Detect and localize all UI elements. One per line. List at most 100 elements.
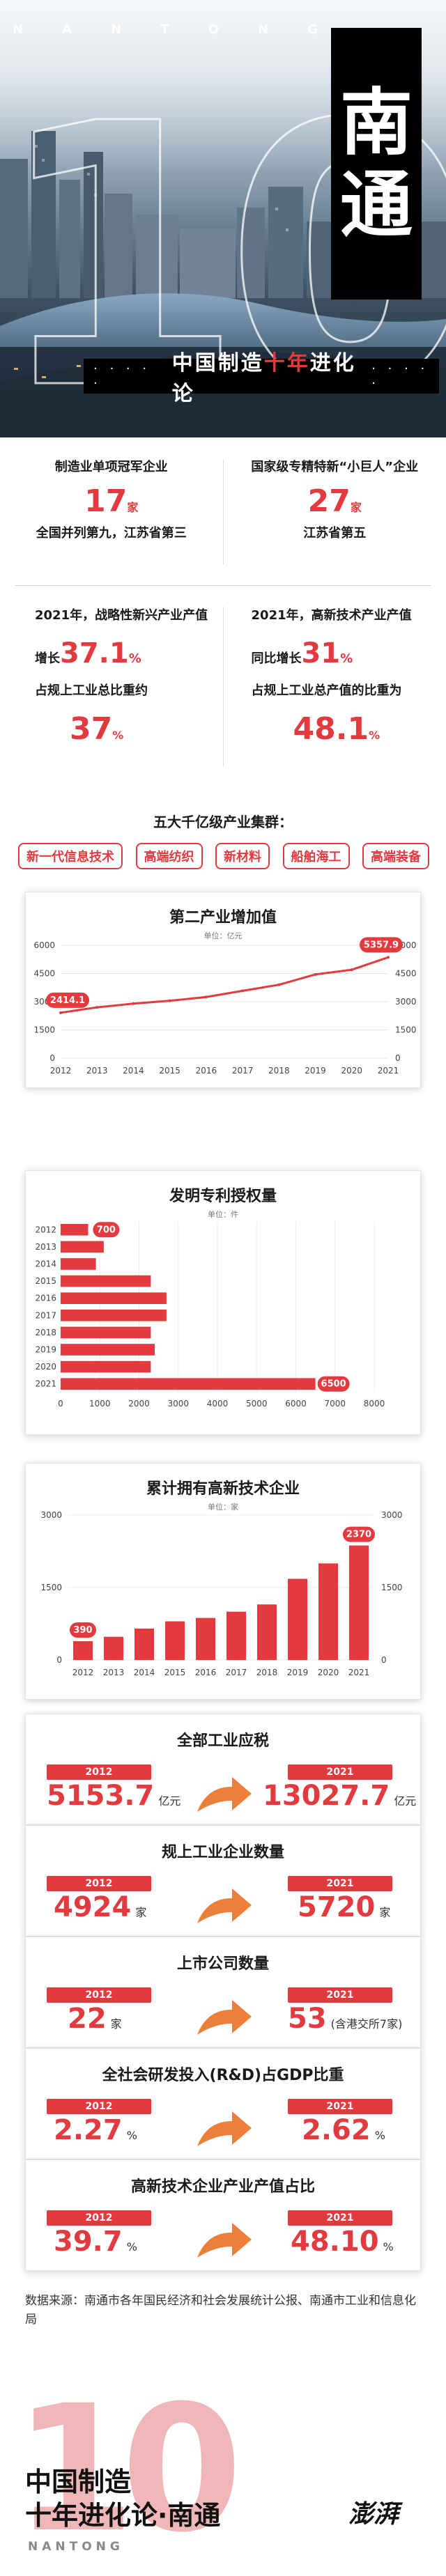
x-tick-label: 7000 xyxy=(324,1399,346,1409)
pinyin-letter: T xyxy=(160,22,171,37)
data-point xyxy=(95,1006,99,1009)
compare-title: 规上工业企业数量 xyxy=(161,1844,284,1861)
x-tick-label: 5000 xyxy=(246,1399,268,1409)
stat-text: 同比增长 xyxy=(251,651,302,666)
compare-title: 上市公司数量 xyxy=(176,1955,269,1973)
bar xyxy=(226,1611,246,1660)
y-tick-label: 2021 xyxy=(35,1379,56,1389)
x-tick-label: 2020 xyxy=(318,1668,339,1677)
data-point xyxy=(204,995,208,999)
growth-arrow-icon xyxy=(197,1888,252,1923)
y-tick-label: 2018 xyxy=(35,1328,56,1337)
bar xyxy=(134,1628,154,1660)
x-tick-label: 2012 xyxy=(72,1668,94,1677)
thepaper-logo: 澎湃 xyxy=(348,2499,399,2529)
value-unit: % xyxy=(374,2129,385,2142)
stat-text: 占规上工业总产值的比重为 xyxy=(251,683,402,698)
compare-title: 高新技术企业产业产值占比 xyxy=(130,2178,315,2196)
x-tick-label: 2016 xyxy=(195,1668,217,1677)
bar xyxy=(61,1344,155,1356)
y-tick-label: 2017 xyxy=(35,1310,56,1320)
chart-title: 发明专利授权量 xyxy=(169,1188,277,1205)
footer-title-line2: 十年进化论·南通 xyxy=(25,2500,221,2531)
value-before: 5153.7 亿元 xyxy=(47,1780,180,1812)
footer-pinyin: NANTONG xyxy=(28,2540,124,2554)
year-badge: 2012 xyxy=(47,2099,151,2114)
x-tick-label: 2015 xyxy=(164,1668,186,1677)
year-badge: 2012 xyxy=(47,2210,151,2226)
compare-title: 全社会研发投入(R&D)占GDP比重 xyxy=(102,2067,344,2084)
chart-unit: 单位：亿元 xyxy=(203,931,243,940)
x-tick-label: 2018 xyxy=(268,1066,290,1076)
hero-banner: 10 N A N T O N G 南 通 · · · · · 中国制造十年进化论… xyxy=(0,0,446,437)
data-point xyxy=(314,972,317,976)
stat-growth-line: 同比增长31% xyxy=(252,637,446,669)
y-tick-label: 2019 xyxy=(35,1345,56,1355)
data-label: 2414.1 xyxy=(50,995,85,1006)
data-label-badge xyxy=(343,1526,375,1542)
stat-unit: % xyxy=(340,651,353,666)
data-point xyxy=(132,1002,135,1005)
stats-row-1: 制造业单项冠军企业 17家 全国并列第九，江苏省第三 国家级专精特新“小巨人”企… xyxy=(0,437,446,585)
data-label-badge xyxy=(317,1376,350,1392)
data-label: 390 xyxy=(73,1625,92,1636)
pinyin-letter: O xyxy=(208,22,220,37)
y-tick-label-right: 4500 xyxy=(395,969,417,979)
y-tick-label-right: 0 xyxy=(395,1053,401,1063)
value-after: 2.62% xyxy=(302,2114,385,2146)
chart-unit: 单位：件 xyxy=(208,1210,238,1219)
chart-unit: 单位：家 xyxy=(208,1503,238,1512)
value-unit: 家 xyxy=(110,2017,122,2031)
footer-title-line1: 中国制造 xyxy=(25,2467,132,2497)
growth-arrow-icon xyxy=(197,2000,252,2035)
x-tick-label: 2015 xyxy=(159,1066,180,1076)
y-tick-label: 1500 xyxy=(33,1025,55,1035)
year-badge: 2021 xyxy=(288,2099,392,2114)
value-number: 4924 xyxy=(54,1891,132,1923)
y-tick-label: 2014 xyxy=(35,1259,56,1269)
divider xyxy=(222,607,224,767)
data-point xyxy=(350,968,353,972)
bar xyxy=(165,1621,185,1660)
chart-title: 第二产业增加值 xyxy=(169,909,277,926)
x-tick-label: 2012 xyxy=(50,1066,72,1076)
x-tick-label: 2017 xyxy=(226,1668,247,1677)
stat-heading: 2021年，高新技术产业产值 xyxy=(251,608,412,623)
stat-unit: 家 xyxy=(350,501,362,514)
growth-arrow-icon xyxy=(197,2223,252,2258)
clusters-title: 五大千亿级产业集群： xyxy=(153,814,293,830)
data-label-badge xyxy=(93,1222,120,1238)
x-tick-label: 2000 xyxy=(128,1399,150,1409)
x-tick-label: 0 xyxy=(58,1399,63,1409)
x-tick-label: 6000 xyxy=(285,1399,307,1409)
bar xyxy=(61,1310,167,1321)
y-tick-label: 3000 xyxy=(40,1510,62,1520)
stat-number: 37.1 xyxy=(60,637,129,669)
year-badge: 2021 xyxy=(288,2210,392,2226)
value-number: 22 xyxy=(68,2003,107,2035)
compare-row: 2012 4924 家 2021 5720 家 xyxy=(26,1876,422,1932)
stat-heading: 国家级专精特新“小巨人”企业 xyxy=(251,460,419,474)
x-tick-label: 2021 xyxy=(378,1066,399,1076)
stat-number: 17 xyxy=(84,483,128,519)
bar xyxy=(61,1378,316,1390)
value-before: 39.7% xyxy=(54,2226,137,2258)
subtitle-part: 进化论 xyxy=(171,351,356,406)
data-label-badge xyxy=(46,992,89,1008)
bar xyxy=(73,1640,93,1660)
chart-title: 累计拥有高新技术企业 xyxy=(146,1480,300,1498)
footer-big-number: 10 xyxy=(14,2368,243,2570)
value-unit: 家 xyxy=(379,1906,391,1919)
stat-unit: % xyxy=(369,729,380,742)
stat-heading: 制造业单项冠军企业 xyxy=(54,460,168,474)
data-point xyxy=(387,956,390,959)
bar xyxy=(61,1224,89,1236)
y-tick-label-right: 3000 xyxy=(381,1510,403,1520)
bar xyxy=(61,1258,96,1270)
compare-panel: 上市公司数量 2012 22 家 2021 53 (含港交所7家) xyxy=(25,1937,421,2048)
stat-number: 48.1 xyxy=(293,711,369,747)
cluster-tag: 高端装备 xyxy=(362,843,429,869)
x-tick-label: 2019 xyxy=(287,1668,309,1677)
